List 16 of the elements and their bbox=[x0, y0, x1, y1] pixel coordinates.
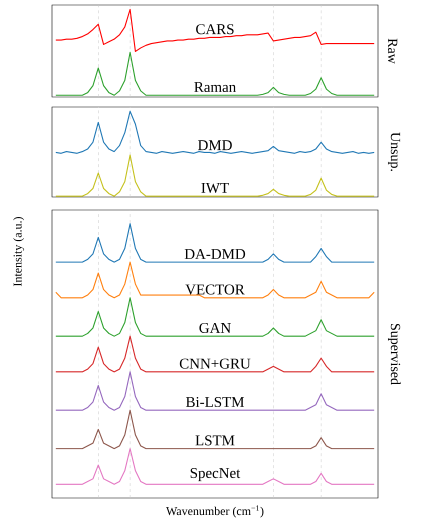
x-axis-title: Wavenumber (cm$^{−1}$) bbox=[166, 505, 264, 518]
series-label: DA-DMD bbox=[184, 249, 246, 259]
series-label: SpecNet bbox=[190, 468, 240, 482]
series-label: CNN+GRU bbox=[180, 358, 250, 369]
series-label: VECTOR bbox=[185, 284, 245, 295]
series-label: DMD bbox=[198, 140, 232, 150]
y2-axis-title: Raw bbox=[388, 38, 398, 64]
series-label: Raman bbox=[194, 82, 236, 92]
y-axis-title: Intensity (a.u.) bbox=[13, 217, 24, 286]
series-label: GAN bbox=[199, 322, 231, 333]
y2-axis-title: Unsup. bbox=[388, 132, 400, 172]
y2-axis-title: Supervised bbox=[388, 324, 401, 385]
series-label: LSTM bbox=[196, 435, 234, 446]
series-label: CARS bbox=[196, 24, 234, 34]
series-label: IWT bbox=[201, 182, 229, 193]
series-label: Bi-LSTM bbox=[186, 397, 244, 408]
